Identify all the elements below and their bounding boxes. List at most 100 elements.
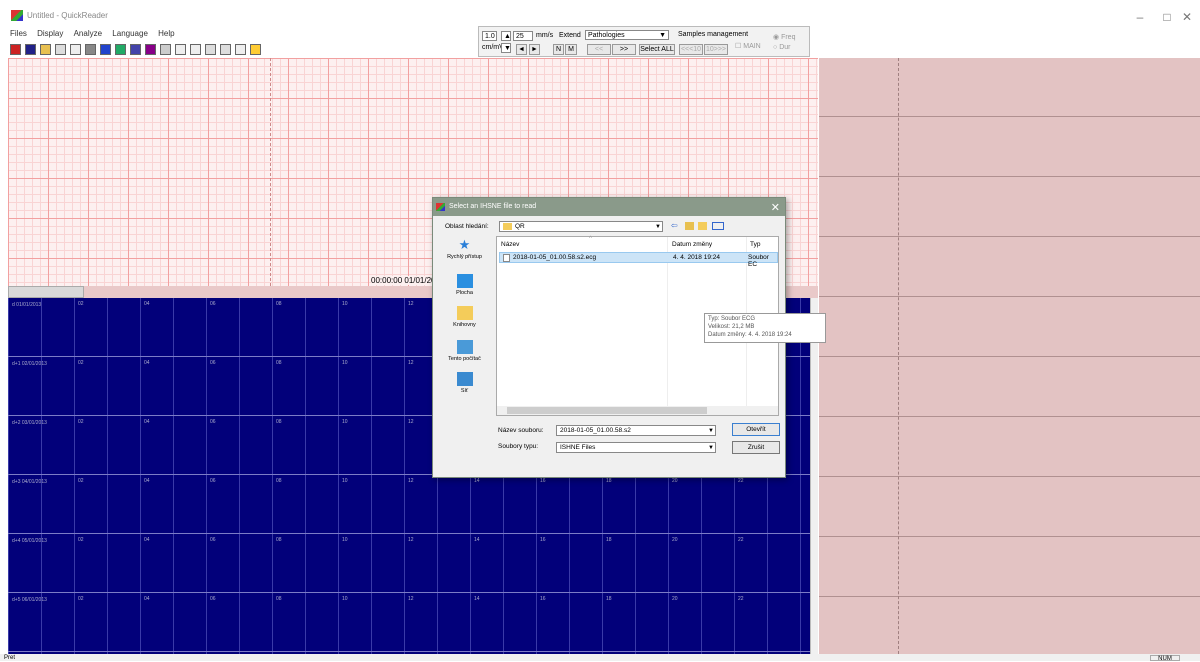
dialog-close-button[interactable]: ✕ xyxy=(770,202,780,214)
menu-files[interactable]: Files xyxy=(10,29,27,38)
hscroll-thumb[interactable] xyxy=(507,407,707,414)
panel-divider xyxy=(819,236,1200,237)
place-quick-access[interactable]: ★ Rychlý přístup xyxy=(436,238,493,261)
window-title: Untitled - QuickReader xyxy=(27,11,108,20)
ecg-scroll-thumb[interactable] xyxy=(8,286,84,298)
hour-label: 12 xyxy=(408,419,414,425)
toolbar xyxy=(10,41,261,57)
new-record-icon[interactable] xyxy=(10,43,21,55)
hour-label: 12 xyxy=(408,301,414,307)
menu-help[interactable]: Help xyxy=(158,29,175,38)
jump-back-button[interactable]: <<<10 xyxy=(679,44,703,55)
open-file-dialog: Select an IHSNE file to read ✕ Oblast hl… xyxy=(432,197,826,478)
maximize-button[interactable]: □ xyxy=(1163,10,1171,24)
edit-icon[interactable] xyxy=(70,43,81,55)
help-icon[interactable] xyxy=(250,43,261,55)
place-this-pc[interactable]: Tento počítač xyxy=(436,340,493,362)
hour-label: 10 xyxy=(342,596,348,602)
file-list[interactable]: Název ^ Datum změny Typ 2018-01-05_01.00… xyxy=(496,236,826,416)
tooltip-line: Datum změny: 4. 4. 2018 19:24 xyxy=(708,332,792,338)
gain-field[interactable]: 1.0 xyxy=(482,31,497,41)
hour-label: 16 xyxy=(540,596,546,602)
find-icon[interactable] xyxy=(190,43,201,55)
column-date[interactable]: Datum změny xyxy=(672,241,713,248)
gain-dropdown[interactable]: ▼ xyxy=(501,43,511,53)
undo-icon[interactable] xyxy=(175,43,186,55)
image-icon[interactable] xyxy=(130,43,141,55)
m-button[interactable]: M xyxy=(565,44,577,55)
hour-label: 06 xyxy=(210,596,216,602)
samples-management-label: Samples management xyxy=(678,31,749,38)
chevron-down-icon: ▼ xyxy=(708,445,714,451)
up-folder-icon[interactable] xyxy=(685,222,694,230)
back-button[interactable]: << xyxy=(587,44,611,55)
hour-label: 18 xyxy=(606,478,612,484)
network-icon xyxy=(456,372,473,386)
hour-label: 04 xyxy=(144,596,150,602)
hour-label: 22 xyxy=(738,596,744,602)
hour-label: 20 xyxy=(672,537,678,543)
forward-button[interactable]: >> xyxy=(612,44,636,55)
new-folder-icon[interactable] xyxy=(698,222,707,230)
filetype-value: ISHNE Files xyxy=(560,444,596,451)
hour-label: 20 xyxy=(672,596,678,602)
num-lock-indicator: NUM xyxy=(1150,655,1180,662)
menu-language[interactable]: Language xyxy=(112,29,148,38)
next-button[interactable]: ► xyxy=(529,44,540,55)
open-button[interactable]: Otevřít xyxy=(732,423,780,436)
filename-input[interactable]: 2018-01-05_01.00.58.s2 ▼ xyxy=(556,425,716,436)
place-desktop[interactable]: Plocha xyxy=(436,274,493,296)
menu-display[interactable]: Display xyxy=(37,29,64,38)
place-libraries[interactable]: Knihovny xyxy=(436,306,493,328)
pathologies-select[interactable]: Pathologies ▼ xyxy=(585,30,669,40)
chart-icon[interactable] xyxy=(115,43,126,55)
color-block-icon[interactable] xyxy=(145,43,156,55)
prev-button[interactable]: ◄ xyxy=(516,44,527,55)
freq-radio[interactable]: ◉ Freq xyxy=(773,34,796,41)
ecg-marker xyxy=(270,58,271,286)
filetype-select[interactable]: ISHNE Files ▼ xyxy=(556,442,716,453)
extend-label[interactable]: Extend xyxy=(559,32,581,39)
dialog-title-bar[interactable] xyxy=(433,198,785,216)
minimize-button[interactable]: – xyxy=(1136,10,1144,24)
back-arrow-icon[interactable]: ⇦ xyxy=(671,221,678,230)
file-list-hscroll[interactable] xyxy=(497,406,778,415)
close-button[interactable]: ✕ xyxy=(1181,10,1193,24)
hour-label: 08 xyxy=(276,419,282,425)
view-menu-icon[interactable] xyxy=(712,222,724,230)
title-bar xyxy=(0,0,1200,28)
print-icon[interactable] xyxy=(25,43,36,55)
histogram-icon[interactable] xyxy=(160,43,171,55)
panel-divider xyxy=(819,356,1200,357)
select-all-button[interactable]: Select ALL xyxy=(639,44,675,55)
day-row-label: d+4 05/01/2013 xyxy=(12,538,47,544)
window-icon[interactable] xyxy=(100,43,111,55)
column-type[interactable]: Typ xyxy=(750,241,761,248)
print-preview-icon[interactable] xyxy=(235,43,246,55)
day-row[interactable]: d+4 05/01/2013 02 04 06 08 10 12 14 16 18 20 22 xyxy=(8,534,810,593)
day-row[interactable]: d+5 06/01/2013 02 04 06 08 10 12 14 16 18 20 22 xyxy=(8,593,810,652)
file-row[interactable]: 2018-01-05_01.00.58.s2.ecg 4. 4. 2018 19… xyxy=(499,252,778,268)
gain-spinner[interactable]: ▲ xyxy=(501,31,511,41)
jump-forward-button[interactable]: 10>>> xyxy=(704,44,728,55)
look-in-select[interactable]: QR ▼ xyxy=(499,221,663,232)
dur-radio[interactable]: ○ Dur xyxy=(773,44,791,51)
main-checkbox[interactable]: ☐ MAIN xyxy=(735,43,761,50)
zoom-out-icon[interactable] xyxy=(220,43,231,55)
day-row[interactable]: d+3 04/01/2013 02 04 06 08 10 12 14 16 18 20 22 xyxy=(8,475,810,534)
place-network[interactable]: Síť xyxy=(436,372,493,394)
hour-label: 02 xyxy=(78,360,84,366)
n-button[interactable]: N xyxy=(553,44,564,55)
column-name[interactable]: Název xyxy=(501,241,520,248)
ecg-strip[interactable] xyxy=(8,58,818,286)
open-folder-icon[interactable] xyxy=(40,43,51,55)
zoom-in-icon[interactable] xyxy=(205,43,216,55)
look-in-value: QR xyxy=(515,223,525,230)
overview-scrollbar[interactable] xyxy=(810,298,818,654)
speed-field[interactable]: 25 xyxy=(513,31,533,41)
search-person-icon[interactable] xyxy=(85,43,96,55)
hour-label: 22 xyxy=(738,537,744,543)
menu-analyze[interactable]: Analyze xyxy=(73,29,103,38)
download-icon[interactable] xyxy=(55,43,66,55)
cancel-button[interactable]: Zrušit xyxy=(732,441,780,454)
